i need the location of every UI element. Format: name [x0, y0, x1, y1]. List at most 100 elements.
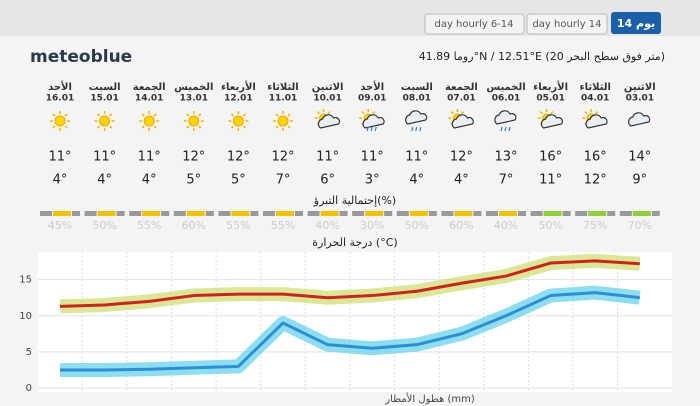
precip-bar: [575, 211, 588, 216]
sun-ray: [361, 111, 365, 115]
precip-bar: [295, 211, 303, 216]
precip-pct: 30%: [360, 219, 384, 232]
precip-bar: [276, 211, 294, 216]
logo: meteoblue: [30, 47, 132, 67]
day-name: الجمعة: [133, 82, 166, 93]
max-temp: 16°: [539, 150, 562, 165]
cloud: [494, 110, 517, 125]
sun-ray: [96, 125, 101, 129]
cloud: [362, 114, 385, 129]
day-date: 15.01: [90, 94, 118, 104]
precip-bar: [84, 211, 97, 216]
precip-pct: 50%: [92, 219, 116, 232]
cloud: [585, 114, 608, 129]
sun: [277, 115, 289, 127]
day-date: 03.01: [626, 94, 654, 104]
sun-ray: [198, 125, 202, 129]
sun-ray: [109, 125, 113, 129]
y-tick-label: 5: [26, 347, 32, 358]
max-temp: 11°: [405, 150, 428, 165]
day-date: 11.01: [269, 94, 297, 104]
sun-ray: [64, 125, 68, 129]
precip-pct: 55%: [226, 219, 250, 232]
cloud: [405, 110, 428, 125]
sun-ray: [230, 113, 234, 117]
precip-bar: [173, 211, 186, 216]
max-temp: 13°: [494, 150, 517, 165]
sun-ray: [450, 111, 454, 115]
precip-bar: [142, 211, 161, 216]
min-temp: 4°: [454, 173, 469, 188]
precip-bar: [588, 211, 607, 216]
min-temp: 5°: [231, 173, 246, 188]
min-temp: 7°: [499, 173, 514, 188]
precip-bar: [562, 211, 571, 216]
tab[interactable]: [424, 13, 525, 35]
day-date: 13.01: [180, 94, 208, 104]
precip-bar: [97, 211, 116, 216]
cloud: [317, 114, 341, 129]
sun-ray: [230, 125, 234, 129]
day-date: 12.01: [224, 94, 252, 104]
precip-pct: 45%: [48, 219, 72, 232]
precip-bar: [53, 211, 71, 216]
precip-bar: [499, 211, 517, 216]
day-name: السبت: [89, 82, 121, 93]
precip-bar: [40, 211, 52, 216]
day-name: الأربعاء: [533, 80, 568, 93]
precip-bar: [231, 211, 250, 216]
max-temp: 11°: [361, 150, 384, 165]
day-name: الثلاثاء: [579, 82, 610, 93]
sun-ray: [141, 125, 145, 129]
max-temp: 12°: [182, 150, 205, 165]
precip-pct: 50%: [405, 219, 429, 232]
day-date: 10.01: [313, 94, 341, 104]
sun-ray: [287, 113, 291, 117]
precip-pct: 40%: [315, 219, 339, 232]
min-temp: 3°: [365, 173, 380, 188]
sun-ray: [186, 125, 190, 129]
min-temp: 7°: [276, 173, 291, 188]
precip-bar: [543, 211, 562, 216]
sun-ray: [539, 111, 543, 115]
max-temp: 12°: [227, 150, 250, 165]
sun-ray: [153, 125, 157, 129]
min-temp: 4°: [97, 173, 112, 188]
precip-bar: [441, 211, 454, 216]
tab-active[interactable]: [611, 12, 661, 34]
rain-drop: [508, 126, 511, 132]
precip-pct: 70%: [628, 219, 652, 232]
precip-pct: 60%: [449, 219, 473, 232]
tab-label: day hourly 14: [532, 19, 601, 30]
y-tick-label: 15: [19, 275, 32, 286]
tab[interactable]: [526, 13, 608, 35]
day-name: الثلاثاء: [267, 82, 298, 93]
location: روما 41.89°N / 12.51°E (20 متر فوق سطح ا…: [419, 50, 665, 63]
sun-ray: [64, 113, 68, 117]
temp-line: [60, 291, 640, 372]
day-name: السبت: [401, 82, 433, 93]
y-tick-label: 10: [19, 311, 32, 322]
day-date: 16.01: [46, 94, 74, 104]
precip-bar: [186, 211, 205, 216]
sun-ray: [186, 113, 190, 117]
precip-bar: [307, 211, 320, 216]
precip-bar: [607, 211, 616, 216]
sun-ray: [594, 111, 599, 115]
sun-ray: [327, 111, 331, 115]
precip-pct: 55%: [137, 219, 161, 232]
sun: [54, 115, 66, 127]
day-name: الأحد: [48, 80, 72, 93]
max-temp: 12°: [450, 150, 473, 165]
sun-ray: [52, 113, 56, 117]
min-temp: 11°: [539, 173, 562, 188]
day-name: الاثنين: [624, 82, 656, 93]
cloud: [540, 114, 564, 129]
precip-label: إحتمالية التبرؤ(%): [313, 194, 396, 207]
precip-bar: [632, 211, 651, 216]
rain-drop: [370, 126, 373, 132]
precip-bar: [352, 211, 365, 216]
day-name: الأربعاء: [221, 80, 256, 93]
rain-drop: [419, 126, 422, 132]
